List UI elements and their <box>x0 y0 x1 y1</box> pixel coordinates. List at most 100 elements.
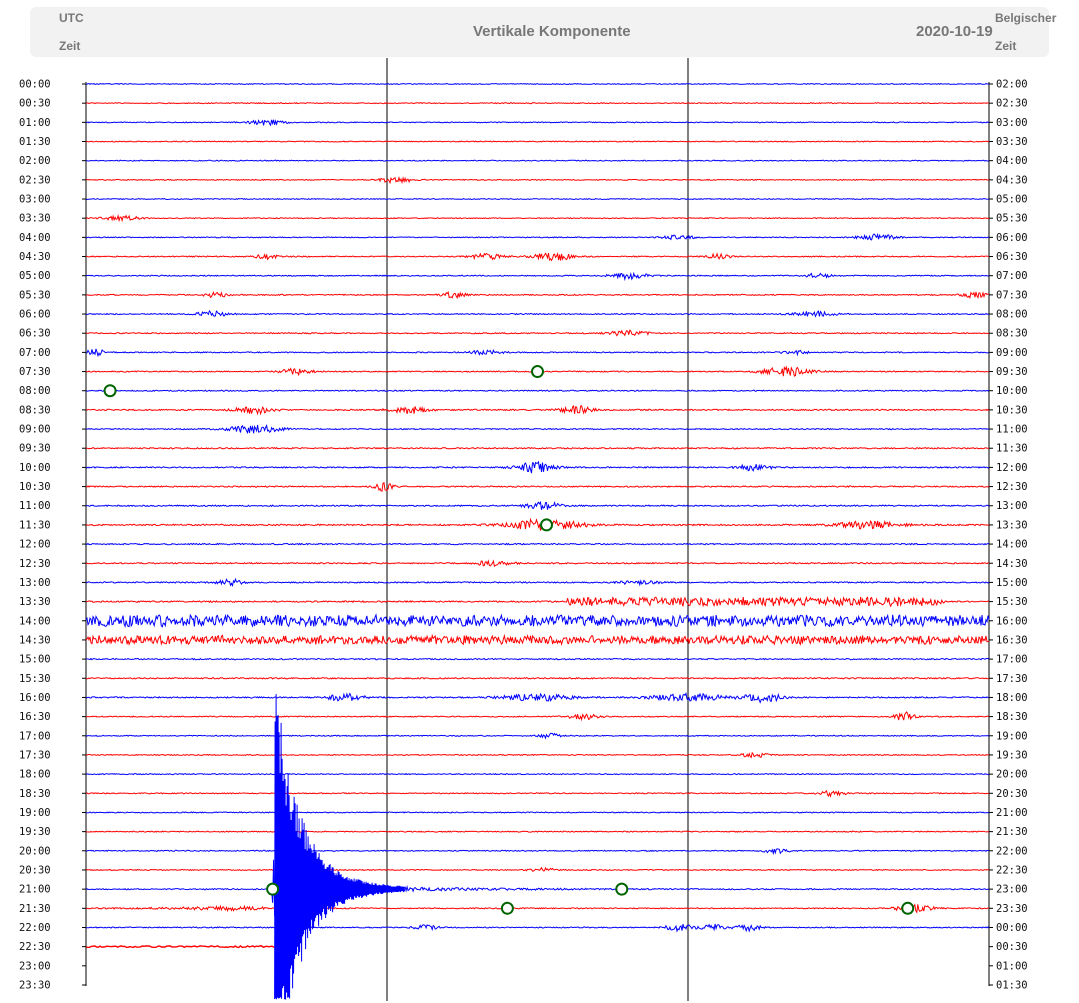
left-tick-label: 01:30 <box>19 136 51 148</box>
right-tick-label: 12:00 <box>996 462 1028 474</box>
trace-row-17 <box>85 404 990 416</box>
trace-row-31 <box>85 676 990 680</box>
right-tick-label: 14:00 <box>996 539 1028 551</box>
left-tick-label: 23:30 <box>19 979 51 991</box>
trace-row-41 <box>85 866 990 872</box>
right-tick-label: 23:30 <box>996 903 1028 915</box>
left-tick-label: 08:00 <box>19 385 51 397</box>
trace-row-2 <box>85 119 990 127</box>
right-tick-label: 17:00 <box>996 654 1028 666</box>
trace-row-10 <box>85 271 990 282</box>
right-tick-label: 02:00 <box>996 79 1028 91</box>
left-tick-label: 16:30 <box>19 711 51 723</box>
left-tick-label: 11:00 <box>19 500 51 512</box>
trace-row-5 <box>85 176 990 185</box>
trace-row-34 <box>85 732 990 740</box>
right-tick-label: 20:30 <box>996 788 1028 800</box>
trace-row-12 <box>85 309 990 318</box>
trace-row-30 <box>85 657 990 661</box>
left-tick-label: 01:00 <box>19 117 51 129</box>
right-tick-label: 02:30 <box>996 98 1028 110</box>
left-tick-label: 18:30 <box>19 788 51 800</box>
left-tick-label: 23:00 <box>19 960 51 972</box>
trace-row-24 <box>85 542 989 546</box>
right-tick-label: 13:30 <box>996 519 1028 531</box>
right-tick-label: 05:30 <box>996 213 1028 225</box>
trace-row-4 <box>85 159 990 162</box>
right-tick-label: 07:00 <box>996 270 1028 282</box>
right-tick-label: 20:00 <box>996 769 1028 781</box>
right-tick-label: 01:00 <box>996 960 1028 972</box>
trace-row-21 <box>85 481 990 492</box>
left-tick-label: 15:30 <box>19 673 51 685</box>
event-marker <box>901 901 915 915</box>
right-tick-label: 15:30 <box>996 596 1028 608</box>
left-tick-label: 12:30 <box>19 558 51 570</box>
left-tick-label: 15:00 <box>19 654 51 666</box>
right-tick-label: 18:00 <box>996 692 1028 704</box>
event-marker <box>531 365 544 379</box>
trace-row-9 <box>85 252 990 262</box>
trace-row-36 <box>85 772 990 776</box>
trace-row-27 <box>85 595 990 608</box>
left-tick-label: 06:30 <box>19 328 51 340</box>
right-tick-label: 10:30 <box>996 404 1028 416</box>
left-tick-label: 07:30 <box>19 366 51 378</box>
right-tick-label: 11:30 <box>996 443 1028 455</box>
right-tick-label: 03:30 <box>996 136 1028 148</box>
left-tick-label: 06:00 <box>19 309 51 321</box>
left-tick-label: 10:30 <box>19 481 51 493</box>
trace-row-38 <box>85 811 990 814</box>
trace-row-3 <box>85 140 990 143</box>
left-tick-label: 17:00 <box>19 730 51 742</box>
right-tick-label: 05:00 <box>996 194 1028 206</box>
left-tick-label: 21:30 <box>19 903 51 915</box>
trace-row-7 <box>85 213 990 223</box>
trace-row-14 <box>85 348 990 358</box>
trace-row-13 <box>85 329 990 337</box>
trace-row-37 <box>85 789 990 798</box>
utc-label: UTC <box>59 11 84 25</box>
trace-row-35 <box>85 751 990 759</box>
trace-row-26 <box>85 577 990 588</box>
trace-row-40 <box>85 848 990 856</box>
trace-row-23 <box>85 517 990 531</box>
right-tick-label: 18:30 <box>996 711 1028 723</box>
right-tick-label: 17:30 <box>996 673 1028 685</box>
right-tick-label: 12:30 <box>996 481 1028 493</box>
trace-row-28 <box>85 613 990 628</box>
right-tick-label: 16:30 <box>996 634 1028 646</box>
left-tick-label: 20:30 <box>19 864 51 876</box>
trace-row-22 <box>86 500 990 510</box>
right-tick-label: 21:00 <box>996 807 1028 819</box>
left-tick-label: 21:00 <box>19 884 51 896</box>
right-tick-label: 06:30 <box>996 251 1028 263</box>
trace-row-45 <box>85 944 297 949</box>
right-tick-label: 07:30 <box>996 289 1028 301</box>
left-tick-label: 16:00 <box>19 692 51 704</box>
right-tick-label: 21:30 <box>996 826 1028 838</box>
trace-row-20 <box>85 460 990 474</box>
event-marker <box>266 882 280 896</box>
right-tick-label: 22:30 <box>996 864 1028 876</box>
left-tick-label: 00:00 <box>19 79 51 91</box>
left-tick-label: 00:30 <box>19 98 51 110</box>
left-tick-label: 22:00 <box>19 922 51 934</box>
left-tick-label: 19:30 <box>19 826 51 838</box>
left-tick-label: 02:30 <box>19 174 51 186</box>
left-tick-label: 09:30 <box>19 443 51 455</box>
left-tick-label: 10:00 <box>19 462 51 474</box>
left-tick-label: 17:30 <box>19 749 51 761</box>
left-tick-label: 11:30 <box>19 519 51 531</box>
event-marker <box>540 518 554 532</box>
right-tick-label: 08:30 <box>996 328 1028 340</box>
trace-row-43 <box>85 903 990 914</box>
trace-row-1 <box>85 102 990 105</box>
event-marker <box>500 901 514 915</box>
right-tick-label: 10:00 <box>996 385 1028 397</box>
right-tick-label: 03:00 <box>996 117 1028 129</box>
left-tick-label: 07:00 <box>19 347 51 359</box>
right-tick-label: 00:30 <box>996 941 1028 953</box>
left-tick-label: 14:00 <box>19 615 51 627</box>
left-tick-label: 03:00 <box>19 194 51 206</box>
